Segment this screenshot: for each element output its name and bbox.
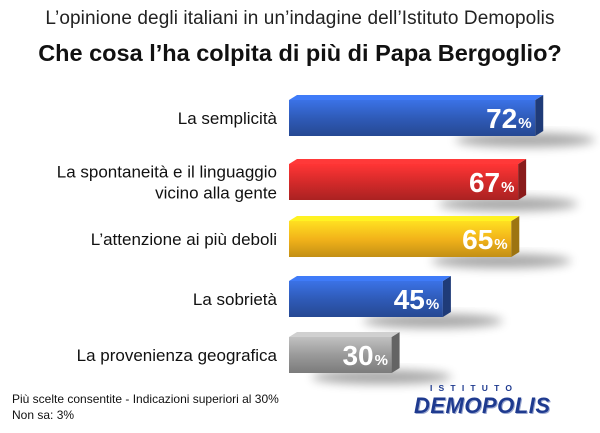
bar-shadow [311,370,452,384]
bar-side [518,159,527,200]
data-label: 65 [462,224,493,255]
data-label: 67 [469,167,500,198]
bar-side [535,95,544,136]
data-label-unit: % [494,236,507,253]
category-label: vicino alla gente [155,184,277,203]
footnote-multiple-choice: Più scelte consentite - Indicazioni supe… [12,392,279,406]
data-label-unit: % [375,352,388,369]
logo-top-text: ISTITUTO [430,383,519,393]
bar-top [289,332,400,337]
chart-title: Che cosa l’ha colpita di più di Papa Ber… [38,40,562,66]
data-label-unit: % [518,115,531,132]
category-label: La sobrietà [193,290,278,309]
bar-top [289,95,544,100]
category-label: La semplicità [178,109,278,128]
data-label-unit: % [501,179,514,196]
bar [289,281,443,317]
bar-side [511,216,520,257]
bar-side [391,332,400,373]
bar-shadow [438,197,579,211]
data-label: 72 [486,103,517,134]
bar-top [289,216,520,221]
category-label: L’attenzione ai più deboli [91,230,277,249]
data-label: 30 [342,340,373,371]
category-label: La spontaneità e il linguaggio [57,163,277,182]
data-label: 45 [394,284,425,315]
bar-shadow [431,254,572,268]
footnote-dont-know: Non sa: 3% [12,408,75,422]
bar [289,100,536,136]
demopolis-logo: ISTITUTO DEMOPOLIS [404,383,584,423]
logo-main-text: DEMOPOLIS [414,393,551,418]
data-label-unit: % [426,296,439,313]
chart-subtitle: L’opinione degli italiani in un’indagine… [45,8,555,29]
bar-shadow [455,133,596,147]
bar-top [289,159,527,164]
bar [289,164,519,200]
bar [289,221,512,257]
bar-shadow [362,314,503,328]
bar-top [289,276,451,281]
category-label: La provenienza geografica [77,346,278,365]
bar-side [442,276,451,317]
bar [289,337,392,373]
